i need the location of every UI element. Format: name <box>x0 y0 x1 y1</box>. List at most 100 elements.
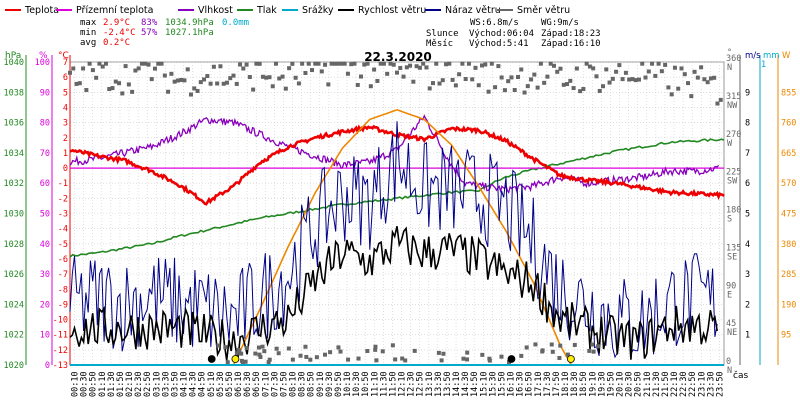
humidity-tick: 70 <box>40 149 50 159</box>
wind-direction-point <box>483 62 488 67</box>
wind-direction-point <box>84 88 89 93</box>
wind-direction-point <box>672 65 677 70</box>
wind-direction-point <box>74 81 79 86</box>
moonset-marker <box>507 355 516 363</box>
temperature-tick: -13 <box>53 361 68 371</box>
temperature-tick: 5 <box>63 88 68 98</box>
humidity-axis-title: % <box>39 51 48 61</box>
stats-row-label: max <box>80 18 97 28</box>
x-tick-label: 16:10 <box>507 371 517 397</box>
wind-direction-point <box>587 64 592 69</box>
temperature-tick: 2 <box>63 134 68 144</box>
chart-title: 22.3.2020 <box>364 50 432 64</box>
wind-direction-point <box>270 84 275 89</box>
wind-direction-point <box>68 70 72 75</box>
pressure-tick: 1036 <box>4 119 24 129</box>
wind-direction-point <box>591 66 596 71</box>
wind-direction-point <box>440 78 445 83</box>
wind-direction-point <box>692 69 697 74</box>
wind-direction-point <box>708 76 713 81</box>
wind-direction-point <box>374 358 379 363</box>
moonrise-time: Východ:5:41 <box>469 39 529 49</box>
wind-direction-point <box>522 90 527 95</box>
wind-tick: 7 <box>745 149 750 159</box>
wind-direction-point <box>234 81 239 86</box>
legend-label: Směr větru <box>517 5 570 16</box>
wind-direction-point <box>414 64 419 69</box>
wind-direction-point <box>506 360 511 365</box>
wind-direction-point <box>380 349 385 354</box>
wind-axis-title: m/s <box>745 51 761 61</box>
temperature-tick: -5 <box>58 240 68 250</box>
x-tick-label: 16:50 <box>525 371 535 397</box>
wind-direction-point <box>287 66 292 71</box>
wind-direction-point <box>87 61 92 66</box>
wind-direction-point <box>323 62 328 67</box>
x-tick-label: 14:50 <box>470 371 480 397</box>
wind-direction-point <box>258 355 263 360</box>
wind-direction-point <box>403 358 408 363</box>
wind-direction-point <box>441 351 446 356</box>
x-tick-label: 21:30 <box>652 371 662 397</box>
direction-tick: 45 <box>726 319 736 329</box>
temperature-tick: -10 <box>53 316 68 326</box>
pressure-axis-title: hPa <box>5 51 21 61</box>
wind-direction-point <box>404 65 409 70</box>
wind-direction-point <box>705 80 710 85</box>
wind-direction-point <box>215 81 220 86</box>
wind-direction-point <box>329 61 334 66</box>
wind-direction-point <box>120 91 125 96</box>
wind-direction-point <box>551 63 556 68</box>
wind-direction-point <box>277 76 282 81</box>
wind-direction-point <box>198 80 203 85</box>
wind-direction-point <box>480 352 485 357</box>
temperature-tick: -6 <box>58 255 68 265</box>
solar-tick: 285 <box>781 270 796 280</box>
pressure-tick: 1024 <box>4 300 24 310</box>
wind-direction-point <box>412 348 417 353</box>
wind-direction-point <box>558 66 563 71</box>
wind-direction-point <box>487 358 492 363</box>
wind-direction-point <box>388 61 393 66</box>
stats-temperature: -2.4°C <box>103 28 136 38</box>
x-tick-label: 23:50 <box>715 371 725 397</box>
x-tick-label: 17:30 <box>543 371 553 397</box>
temperature-tick: 3 <box>63 119 68 129</box>
wind-direction-point <box>218 64 223 69</box>
temperature-tick: 6 <box>63 73 68 83</box>
wind-direction-point <box>460 61 465 66</box>
x-tick-label: 19:50 <box>606 371 616 397</box>
direction-label: S <box>727 215 732 225</box>
x-tick-label: 03:10 <box>152 371 162 397</box>
wind-direction-point <box>545 74 550 79</box>
wind-direction-point <box>466 61 471 66</box>
wind-direction-point <box>601 84 606 89</box>
stats-pressure: 1027.1hPa <box>165 28 214 38</box>
wind-direction-point <box>395 70 399 75</box>
wind-direction-point <box>365 349 370 354</box>
wind-tick: 5 <box>745 210 750 220</box>
wind-direction-point <box>308 357 313 362</box>
sunset-marker <box>566 355 575 363</box>
wind-direction-point <box>192 86 197 91</box>
wind-direction-point <box>336 61 341 66</box>
humidity-tick: 60 <box>40 179 50 189</box>
x-tick-label: 12:10 <box>398 371 408 397</box>
wind-direction-point <box>643 75 648 80</box>
solar-tick: 190 <box>781 300 796 310</box>
x-tick-label: 23:30 <box>706 371 716 397</box>
wind-direction-point <box>110 86 115 91</box>
wind-direction-point <box>373 347 378 352</box>
x-tick-label: 00:10 <box>71 371 81 397</box>
legend-label: Teplota <box>24 5 59 16</box>
x-tick-label: 07:50 <box>279 371 289 397</box>
humidity-tick: 10 <box>40 331 50 341</box>
wind-direction-point <box>202 77 207 82</box>
wind-direction-point <box>338 349 343 354</box>
wind-direction-point <box>133 68 138 73</box>
wind-direction-point <box>548 61 553 66</box>
x-tick-label: 12:30 <box>407 371 417 397</box>
wind-direction-point <box>339 61 344 66</box>
wind-direction-point <box>630 77 635 82</box>
wind-direction-point <box>679 66 684 71</box>
